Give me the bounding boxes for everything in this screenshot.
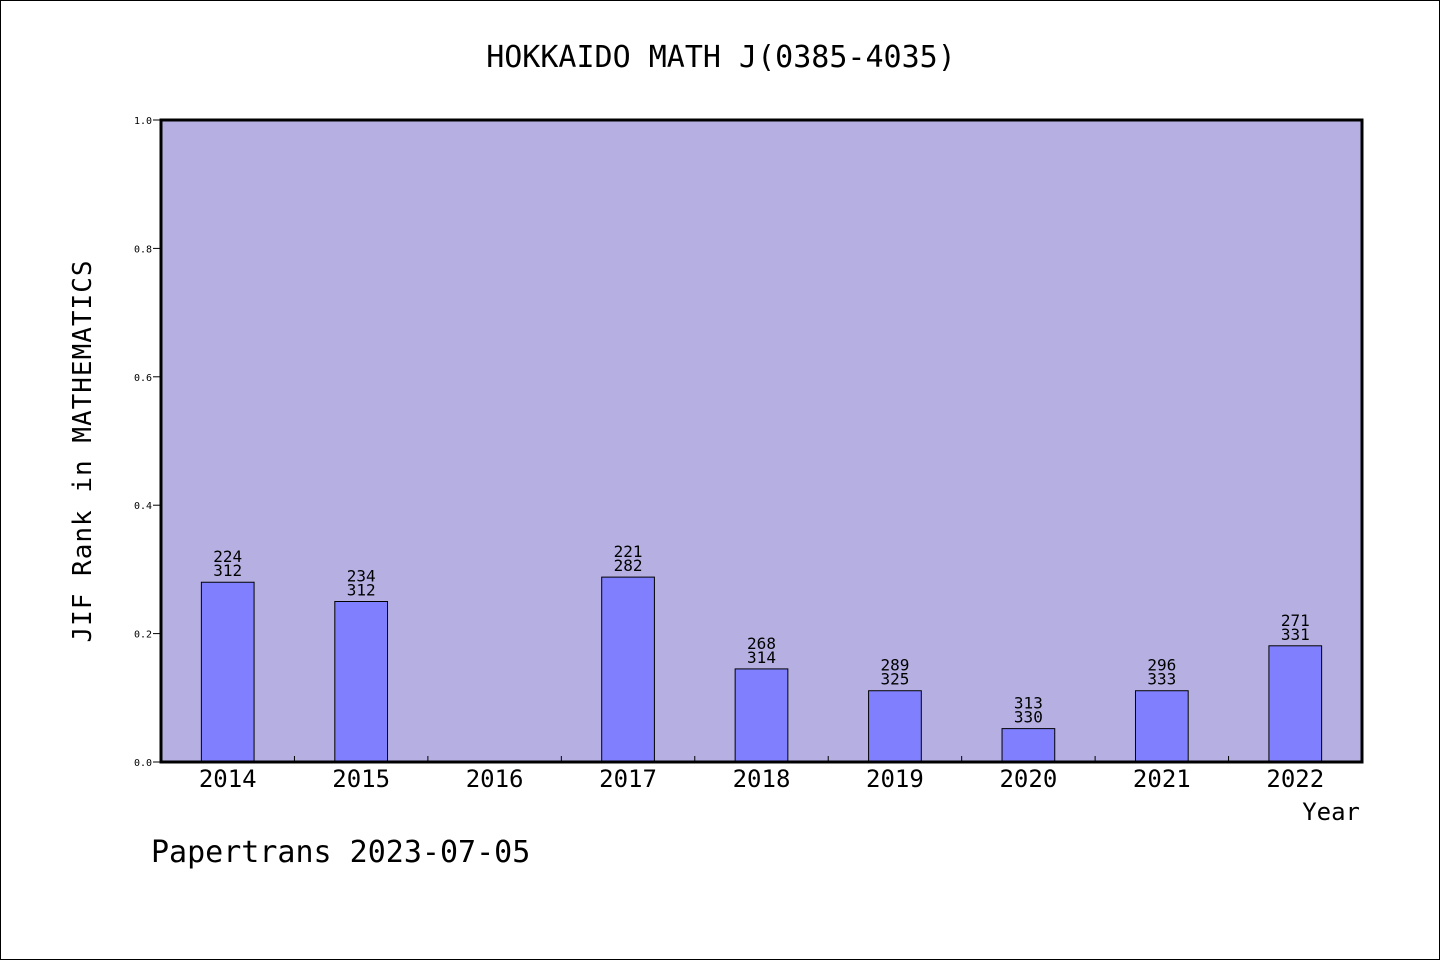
- plot-border: [159, 118, 1364, 764]
- data-label: 234: [347, 567, 376, 586]
- x-axis-label: Year: [1302, 798, 1360, 826]
- y-tick-label: 0.6: [134, 373, 152, 384]
- data-label: 271: [1281, 611, 1310, 630]
- y-axis-label: JIF Rank in MATHEMATICS: [68, 259, 98, 642]
- data-label: 221: [614, 542, 643, 561]
- data-label: 312: [347, 581, 376, 600]
- data-label: 330: [1014, 708, 1043, 727]
- bar: [1268, 645, 1323, 763]
- x-tick-label: 2016: [466, 765, 524, 793]
- data-label: 282: [614, 556, 643, 575]
- x-tick-label: 2019: [866, 765, 924, 793]
- data-label: 296: [1147, 656, 1176, 675]
- bar: [1001, 728, 1056, 763]
- data-label: 312: [213, 561, 242, 580]
- bar: [200, 581, 255, 763]
- bar: [868, 690, 922, 763]
- data-label: 313: [1014, 694, 1043, 713]
- data-label: 331: [1281, 625, 1310, 644]
- bar: [334, 601, 389, 763]
- y-tick-label: 0.8: [134, 244, 152, 255]
- footer-credit: Papertrans 2023-07-05: [151, 835, 531, 870]
- x-tick-label: 2015: [332, 765, 390, 793]
- y-tick-label: 1.0: [134, 116, 152, 127]
- data-label: 333: [1147, 670, 1176, 689]
- x-tick-label: 2017: [599, 765, 657, 793]
- data-label: 289: [880, 656, 909, 675]
- data-label: 268: [747, 634, 776, 653]
- x-tick-label: 2022: [1266, 765, 1324, 793]
- chart-title: HOKKAIDO MATH J(0385-4035): [486, 40, 956, 75]
- data-label: 314: [747, 648, 776, 667]
- y-tick-label: 0.4: [134, 501, 152, 512]
- y-tick-label: 0.0: [134, 758, 152, 769]
- bar: [601, 576, 655, 763]
- x-tick-label: 2020: [999, 765, 1057, 793]
- data-label: 325: [880, 670, 909, 689]
- data-label: 224: [213, 547, 242, 566]
- bar: [1134, 690, 1189, 763]
- y-tick-label: 0.2: [134, 630, 152, 641]
- x-tick-label: 2014: [199, 765, 257, 793]
- x-tick-label: 2018: [733, 765, 791, 793]
- bar: [734, 668, 789, 763]
- x-tick-label: 2021: [1133, 765, 1191, 793]
